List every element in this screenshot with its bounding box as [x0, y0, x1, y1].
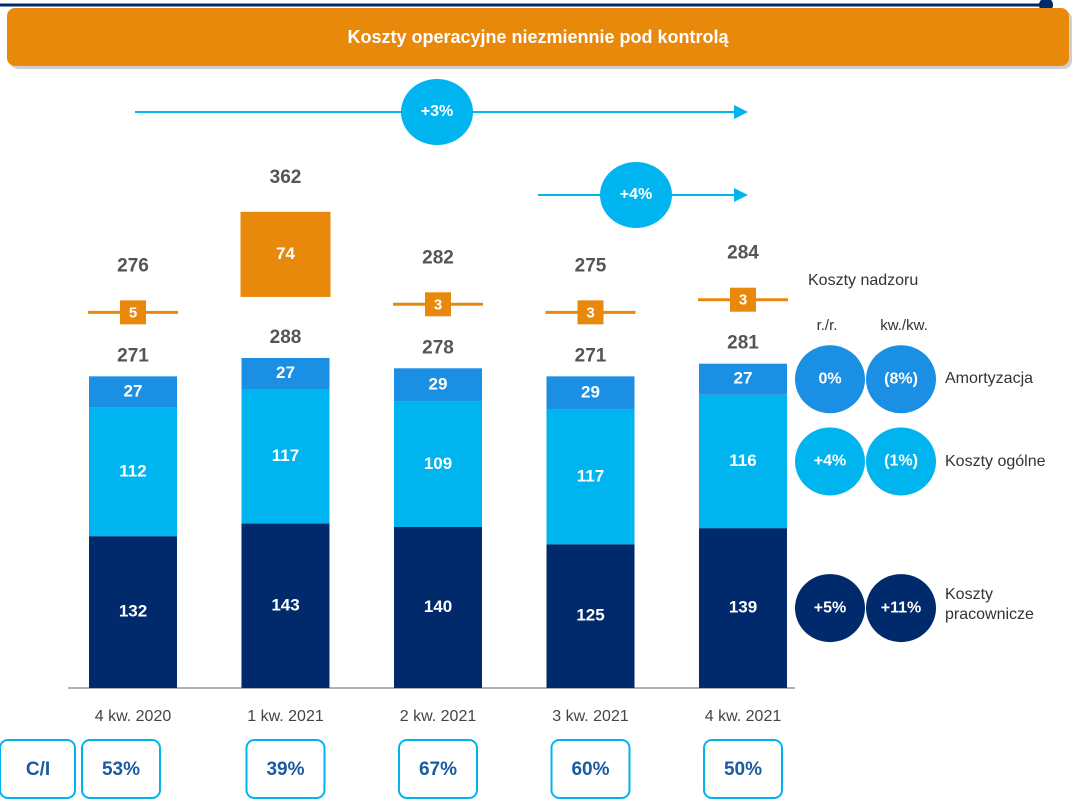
ratio-value: 67% [419, 759, 457, 780]
value-label: 112 [119, 461, 146, 480]
value-label: 117 [272, 446, 299, 465]
value-label: 117 [577, 466, 604, 485]
ratio-box [81, 739, 161, 799]
change-label: +4% [814, 453, 846, 470]
banner [7, 8, 1069, 66]
bar-segment [89, 536, 177, 688]
arrow-head [734, 188, 748, 202]
value-label: 29 [581, 383, 600, 402]
bar-segment [241, 523, 330, 688]
total-label: 275 [575, 255, 607, 276]
bar-segment [394, 527, 482, 688]
ratio-box [703, 739, 783, 799]
total-label: 276 [117, 255, 149, 276]
value-label: 74 [276, 244, 295, 263]
total-label: 362 [270, 167, 302, 188]
ratio-box [550, 739, 631, 799]
change-badge [795, 427, 865, 496]
bar-segment [89, 407, 177, 537]
value-label: 109 [424, 454, 452, 473]
value-label: 143 [271, 595, 299, 614]
bar-segment [730, 287, 756, 312]
x-tick-label: 2 kw. 2021 [400, 708, 477, 725]
change-header: kw./kw. [880, 317, 928, 334]
change-badge [866, 345, 936, 414]
legend-label: Koszty pracownicze [945, 586, 1034, 623]
ratio-value: 39% [266, 759, 304, 780]
value-label: 125 [576, 606, 604, 625]
value-label: 116 [729, 451, 756, 470]
bar-segment [241, 389, 330, 524]
value-label: 140 [424, 597, 452, 616]
subtotal-label: 281 [727, 333, 759, 354]
value-label: 27 [124, 381, 143, 400]
change-badge [795, 345, 865, 414]
change-label: (8%) [884, 370, 918, 387]
subtotal-label: 271 [575, 345, 607, 366]
x-tick-label: 4 kw. 2021 [705, 708, 782, 725]
bar-segment [240, 211, 331, 297]
ratio-value: 50% [724, 759, 762, 780]
value-label: 3 [739, 292, 747, 309]
bar-segment [89, 376, 177, 408]
value-label: 139 [729, 598, 757, 617]
subtotal-label: 288 [270, 327, 302, 348]
bar-segment [394, 368, 482, 402]
total-label: 282 [422, 247, 454, 268]
legend-label: Amortyzacja [945, 370, 1034, 387]
change-label: +11% [881, 599, 921, 616]
change-badge [866, 574, 936, 643]
value-label: 27 [734, 369, 753, 388]
legend-label: Koszty nadzoru [808, 272, 919, 289]
growth-label: +4% [620, 186, 652, 203]
change-badge [795, 574, 865, 643]
value-label: 3 [434, 296, 442, 313]
x-tick-label: 1 kw. 2021 [247, 708, 324, 725]
change-label: (1%) [884, 453, 918, 470]
x-tick-label: 3 kw. 2021 [552, 708, 629, 725]
growth-label: +3% [421, 103, 453, 120]
legend-label: Koszty ogólne [945, 453, 1046, 470]
ratio-value: 60% [571, 759, 609, 780]
value-label: 132 [119, 602, 147, 621]
change-header: r./r. [817, 317, 838, 334]
total-label: 284 [727, 243, 759, 264]
bar-segment [546, 544, 635, 688]
ratio-value: 53% [102, 759, 140, 780]
bar-segment [577, 300, 604, 325]
x-tick-label: 4 kw. 2020 [95, 708, 172, 725]
bar-segment [241, 357, 330, 389]
bar-segment [699, 528, 787, 688]
bar-segment [699, 394, 787, 529]
value-label: 3 [586, 304, 594, 321]
value-label: 29 [429, 374, 448, 393]
ratio-box [398, 739, 478, 799]
change-label: +5% [814, 599, 846, 616]
value-label: 27 [276, 363, 295, 382]
bar-segment [425, 292, 451, 317]
bar-segment [120, 300, 146, 325]
growth-badge [600, 162, 672, 228]
ratio-box [0, 739, 76, 799]
ratio-label: C/I [26, 759, 50, 780]
change-badge [866, 427, 936, 496]
title: Koszty operacyjne niezmiennie pod kontro… [347, 27, 729, 47]
ratio-box [245, 739, 326, 799]
subtotal-label: 271 [117, 345, 149, 366]
arrow-head [734, 105, 748, 119]
bar-segment [699, 363, 787, 395]
bar-segment [394, 401, 482, 527]
bar-segment [546, 376, 635, 410]
subtotal-label: 278 [422, 337, 454, 358]
change-label: 0% [818, 370, 841, 387]
value-label: 5 [129, 304, 137, 321]
bar-segment [546, 409, 635, 545]
growth-badge [401, 79, 473, 145]
